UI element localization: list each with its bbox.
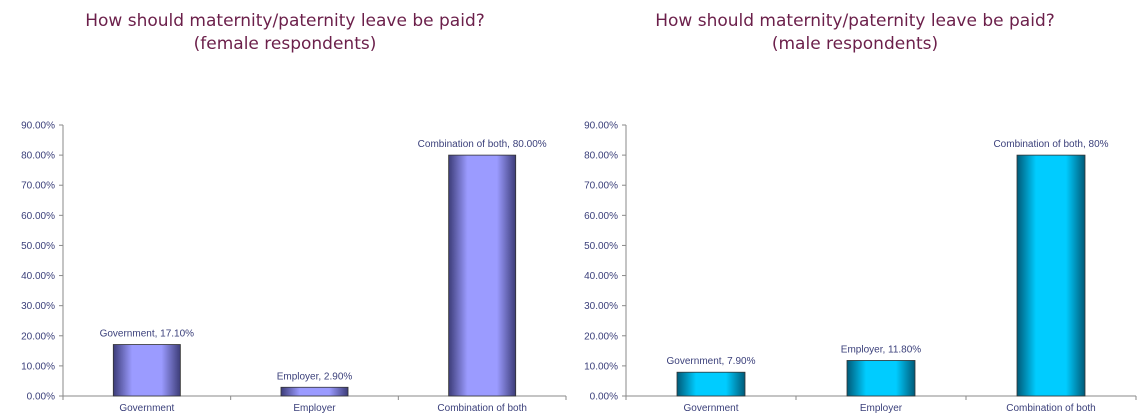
y-tick-label: 90.00%: [584, 121, 618, 132]
bar: [676, 371, 746, 397]
y-tick-label: 20.00%: [584, 331, 618, 342]
y-tick-label: 0.00%: [27, 392, 55, 403]
x-tick-label: Combination of both: [1006, 403, 1096, 414]
bar-chart-female: 0.00% 10.00% 20.00% 30.00% 40.00% 50.00% 60.00…: [21, 121, 567, 414]
y-tick-label: 50.00%: [584, 241, 618, 252]
data-label: Combination of both, 80%: [993, 139, 1108, 150]
y-tick-label: 50.00%: [21, 241, 55, 252]
y-tick-label: 70.00%: [584, 181, 618, 192]
y-tick-label: 80.00%: [584, 151, 618, 162]
x-tick-label: Government: [119, 403, 174, 414]
chart-title-line-1: How should maternity/paternity leave be …: [655, 11, 1055, 31]
x-tick-label: Employer: [860, 403, 903, 414]
data-label: Employer, 2.90%: [277, 371, 353, 382]
data-label: Government, 17.10%: [100, 329, 195, 340]
chart-title: How should maternity/paternity leave be …: [0, 10, 570, 56]
y-tick-label: 40.00%: [584, 271, 618, 282]
x-tick-label: Combination of both: [437, 403, 527, 414]
y-tick-label: 70.00%: [21, 181, 55, 192]
bar: [846, 360, 916, 397]
x-tick-label: Government: [683, 403, 738, 414]
data-label: Combination of both, 80.00%: [418, 139, 547, 150]
chart-title-line-2: (male respondents): [771, 34, 939, 54]
y-tick-label: 30.00%: [21, 301, 55, 312]
y-tick-label: 60.00%: [584, 211, 618, 222]
bar-chart-male: 0.00% 10.00% 20.00% 30.00% 40.00% 50.00% 60.00…: [584, 121, 1137, 414]
chart-male: How should maternity/paternity leave be …: [570, 0, 1140, 416]
chart-title: How should maternity/paternity leave be …: [570, 10, 1140, 56]
y-tick-label: 30.00%: [584, 301, 618, 312]
data-label: Employer, 11.80%: [841, 344, 922, 355]
bar: [448, 154, 517, 397]
y-tick-label: 10.00%: [584, 361, 618, 372]
y-tick-label: 10.00%: [21, 361, 55, 372]
data-label: Government, 7.90%: [667, 356, 756, 367]
bar: [1016, 154, 1086, 397]
y-tick-label: 20.00%: [21, 331, 55, 342]
chart-title-line-1: How should maternity/paternity leave be …: [85, 11, 485, 31]
y-tick-label: 60.00%: [21, 211, 55, 222]
y-tick-label: 40.00%: [21, 271, 55, 282]
y-tick-label: 90.00%: [21, 121, 55, 132]
bar: [112, 344, 181, 397]
bar: [280, 386, 349, 397]
y-tick-label: 0.00%: [590, 392, 618, 403]
y-tick-label: 80.00%: [21, 151, 55, 162]
chart-title-line-2: (female respondents): [193, 34, 377, 54]
chart-female: How should maternity/paternity leave be …: [0, 10, 570, 414]
x-tick-label: Employer: [293, 403, 336, 414]
